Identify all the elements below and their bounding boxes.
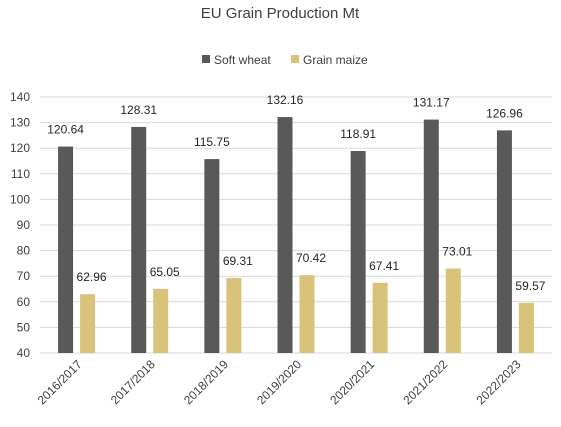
data-label-soft-wheat-2018-2019: 115.75: [194, 135, 230, 149]
bar-grain-maize-2017-2018: [153, 288, 169, 353]
bar-soft-wheat-2022-2023: [496, 130, 512, 353]
bar-soft-wheat-2021-2022: [423, 119, 439, 353]
y-tick-label-130: 130: [10, 116, 30, 130]
bar-grain-maize-2020-2021: [372, 282, 388, 353]
bar-grain-maize-2021-2022: [445, 268, 461, 353]
y-tick-label-50: 50: [17, 320, 31, 334]
data-labels: 120.64 62.96 128.31 65.05 115.75 69.31 132.16 7…: [47, 93, 546, 293]
data-label-grain-maize-2021-2022: 73.01: [442, 244, 472, 258]
data-label-soft-wheat-2019-2020: 132.16: [267, 93, 304, 107]
x-category-label-2019-2020: 2019/2020: [254, 357, 304, 407]
gridlines: [40, 96, 552, 354]
x-category-label-2021-2022: 2021/2022: [400, 357, 450, 407]
data-label-grain-maize-2019-2020: 70.42: [296, 251, 326, 265]
data-label-grain-maize-2022-2023: 59.57: [515, 279, 545, 293]
x-category-label-2020-2021: 2020/2021: [327, 357, 377, 407]
legend-label-grain-maize: Grain maize: [303, 53, 368, 67]
y-tick-label-60: 60: [17, 295, 31, 309]
bar-soft-wheat-2020-2021: [350, 150, 366, 353]
data-label-grain-maize-2018-2019: 69.31: [223, 254, 253, 268]
data-label-soft-wheat-2020-2021: 118.91: [340, 127, 376, 141]
y-tick-label-40: 40: [17, 346, 31, 360]
data-label-soft-wheat-2017-2018: 128.31: [120, 103, 157, 117]
bars: [58, 117, 534, 354]
y-tick-label-140: 140: [10, 90, 30, 104]
data-label-soft-wheat-2016-2017: 120.64: [47, 123, 84, 137]
x-axis-category-labels: 2016/2017 2017/2018 2018/2019 2019/2020 2020…: [35, 357, 524, 407]
x-category-label-2016-2017: 2016/2017: [35, 357, 85, 407]
legend-swatch-soft-wheat: [202, 55, 210, 63]
legend: Soft wheat Grain maize: [202, 53, 368, 67]
bar-grain-maize-2022-2023: [518, 302, 534, 353]
y-tick-label-90: 90: [17, 218, 31, 232]
chart-title: EU Grain Production Mt: [201, 5, 360, 22]
bar-grain-maize-2016-2017: [80, 294, 96, 353]
bar-soft-wheat-2018-2019: [204, 159, 220, 353]
y-axis-tick-labels: 40 50 60 70 80 90 100 110 120 130 140: [10, 90, 30, 360]
x-category-label-2022-2023: 2022/2023: [474, 357, 524, 407]
bar-soft-wheat-2017-2018: [131, 126, 147, 354]
bar-soft-wheat-2019-2020: [277, 117, 293, 353]
y-tick-label-110: 110: [11, 167, 30, 181]
legend-swatch-grain-maize: [291, 55, 299, 63]
y-tick-label-100: 100: [10, 192, 30, 206]
bar-grain-maize-2019-2020: [299, 275, 315, 353]
data-label-soft-wheat-2022-2023: 126.96: [486, 106, 523, 120]
data-label-grain-maize-2017-2018: 65.05: [150, 265, 180, 279]
bar-grain-maize-2018-2019: [226, 277, 242, 353]
legend-label-soft-wheat: Soft wheat: [214, 53, 271, 67]
data-label-grain-maize-2020-2021: 67.41: [369, 259, 399, 273]
bar-soft-wheat-2016-2017: [58, 146, 74, 353]
x-category-label-2017-2018: 2017/2018: [108, 357, 158, 407]
y-tick-label-120: 120: [10, 141, 30, 155]
data-label-soft-wheat-2021-2022: 131.17: [413, 96, 450, 110]
x-category-label-2018-2019: 2018/2019: [181, 357, 231, 407]
y-tick-label-70: 70: [17, 269, 31, 283]
y-tick-label-80: 80: [17, 244, 31, 258]
data-label-grain-maize-2016-2017: 62.96: [77, 270, 107, 284]
